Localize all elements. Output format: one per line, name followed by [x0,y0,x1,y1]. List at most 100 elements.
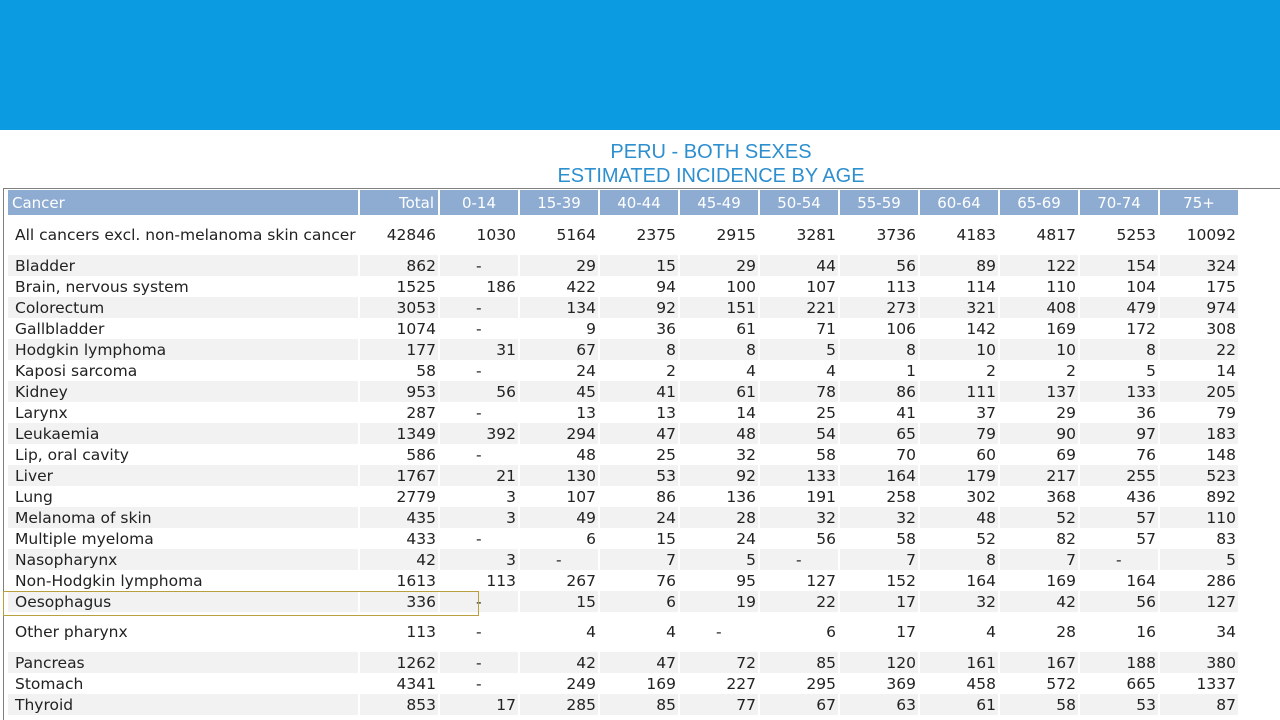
age-value-cell: 71 [760,318,838,339]
age-value-cell: 5 [760,339,838,360]
age-value-cell: 161 [920,652,998,673]
total-cell: 58 [360,360,438,381]
age-value-cell: 41 [600,381,678,402]
age-value-cell: 61 [680,381,758,402]
cancer-name-cell: Liver [8,465,358,486]
table-row: Nasopharynx 42 3-7 5-7 8 7-5 [8,549,1238,570]
age-value-cell: 4 [600,612,678,652]
age-value-cell: - [760,549,838,570]
age-value-cell: 2915 [680,215,758,255]
age-value-cell: 76 [600,570,678,591]
age-value-cell: 321 [920,297,998,318]
table-title: PERU - BOTH SEXES ESTIMATED INCIDENCE BY… [0,140,1280,188]
age-value-cell: 4 [680,360,758,381]
age-value-cell: 164 [1080,570,1158,591]
age-value-cell: 42 [520,652,598,673]
cancer-name-cell: Lung [8,486,358,507]
age-value-cell: 90 [1000,423,1078,444]
total-cell: 435 [360,507,438,528]
age-value-cell: 4183 [920,215,998,255]
header-age-55-59: 55-59 [840,190,918,215]
incidence-table: Cancer Total 0-14 15-39 40-44 45-49 50-5… [6,190,1240,715]
age-value-cell: 1030 [440,215,518,255]
age-value-cell: 32 [920,591,998,612]
age-value-cell: 87 [1160,694,1238,715]
age-value-cell: 97 [1080,423,1158,444]
age-value-cell: 2 [1000,360,1078,381]
age-value-cell: 4 [520,612,598,652]
age-value-cell: 79 [1160,402,1238,423]
age-value-cell: 57 [1080,507,1158,528]
cancer-name-cell: Non-Hodgkin lymphoma [8,570,358,591]
age-value-cell: - [440,528,518,549]
cancer-name-cell: Oesophagus [8,591,358,612]
age-value-cell: 15 [600,255,678,276]
age-value-cell: 85 [600,694,678,715]
age-value-cell: 32 [840,507,918,528]
age-value-cell: 48 [520,444,598,465]
age-value-cell: 10 [1000,339,1078,360]
age-value-cell: 164 [920,570,998,591]
age-value-cell: 175 [1160,276,1238,297]
age-value-cell: 15 [520,591,598,612]
age-value-cell: 92 [680,465,758,486]
age-value-cell: 436 [1080,486,1158,507]
table-row: Larynx 287-13 13 14 25 41 37 29 36 79 [8,402,1238,423]
age-value-cell: 48 [920,507,998,528]
age-value-cell: 31 [440,339,518,360]
age-value-cell: 47 [600,423,678,444]
age-value-cell: 122 [1000,255,1078,276]
age-value-cell: 8 [680,339,758,360]
age-value-cell: - [440,297,518,318]
table-row: Lung 2779 3 107 86 136 191 258 302 368 436 892 [8,486,1238,507]
age-value-cell: 154 [1080,255,1158,276]
age-value-cell: 458 [920,673,998,694]
cancer-name-cell: Lip, oral cavity [8,444,358,465]
age-value-cell: 392 [440,423,518,444]
age-value-cell: 134 [520,297,598,318]
age-value-cell: 130 [520,465,598,486]
total-cell: 336 [360,591,438,612]
age-value-cell: 205 [1160,381,1238,402]
age-value-cell: 70 [840,444,918,465]
age-value-cell: 380 [1160,652,1238,673]
age-value-cell: 113 [440,570,518,591]
age-value-cell: 5 [680,549,758,570]
age-value-cell: 94 [600,276,678,297]
age-value-cell: 9 [520,318,598,339]
age-value-cell: 49 [520,507,598,528]
age-value-cell: 368 [1000,486,1078,507]
age-value-cell: 92 [600,297,678,318]
age-value-cell: - [1080,549,1158,570]
age-value-cell: 151 [680,297,758,318]
age-value-cell: 54 [760,423,838,444]
header-age-50-54: 50-54 [760,190,838,215]
header-age-15-39: 15-39 [520,190,598,215]
header-total: Total [360,190,438,215]
age-value-cell: - [440,255,518,276]
age-value-cell: 25 [600,444,678,465]
age-value-cell: 56 [760,528,838,549]
cancer-name-cell: Thyroid [8,694,358,715]
age-value-cell: 52 [920,528,998,549]
age-value-cell: 17 [840,591,918,612]
age-value-cell: - [440,673,518,694]
age-value-cell: 4 [760,360,838,381]
age-value-cell: 32 [680,444,758,465]
age-value-cell: 45 [520,381,598,402]
age-value-cell: 5 [1160,549,1238,570]
cancer-name-cell: Pancreas [8,652,358,673]
table-row: Bladder 862-29 15 29 44 56 89 122 154 324 [8,255,1238,276]
header-age-60-64: 60-64 [920,190,998,215]
age-value-cell: 89 [920,255,998,276]
table-row: Multiple myeloma 433-6 15 24 56 58 52 82 57 83 [8,528,1238,549]
age-value-cell: 148 [1160,444,1238,465]
age-value-cell: 110 [1000,276,1078,297]
age-value-cell: 36 [1080,402,1158,423]
age-value-cell: 408 [1000,297,1078,318]
table-row: Thyroid 853 17 285 85 77 67 63 61 58 53 87 [8,694,1238,715]
age-value-cell: 191 [760,486,838,507]
age-value-cell: 95 [680,570,758,591]
age-value-cell: - [440,444,518,465]
age-value-cell: 127 [760,570,838,591]
